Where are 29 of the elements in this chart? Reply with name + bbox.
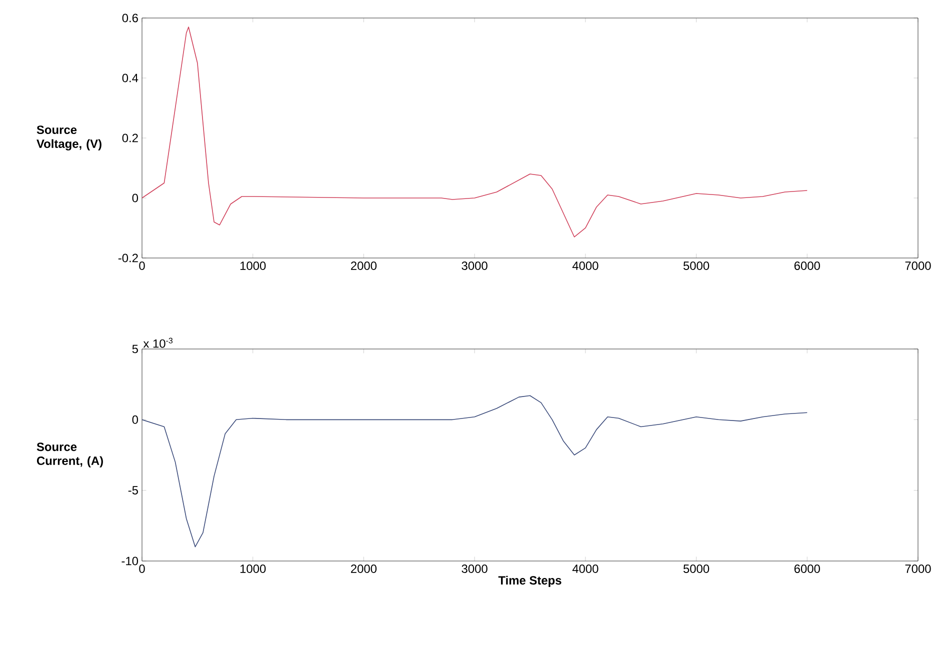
x-tick-label: 6000 (794, 564, 820, 573)
x-axis-title: Time Steps (498, 576, 562, 587)
text: x 10$^{-3}$ (143, 338, 173, 348)
y-tick-label: 0 (132, 415, 138, 424)
y-tick-label: 0.2 (122, 134, 138, 142)
x-tick-label: 2000 (351, 564, 377, 573)
x-tick-label: 1000 (240, 262, 266, 270)
x-tick-label: 5000 (683, 564, 710, 573)
x-tick-label: 1000 (240, 564, 266, 573)
y-tick-label: -5 (128, 486, 138, 494)
x-tick-label: 7000 (905, 262, 931, 270)
x-tick-label: 4000 (572, 564, 598, 573)
y-tick-label: 5 (132, 344, 138, 354)
x-tick-label: 6000 (794, 262, 820, 270)
x-tick-label: 7000 (905, 564, 931, 573)
y-tick-label: -10 (122, 556, 138, 566)
x-tick-label: 2000 (351, 262, 377, 270)
x-tick-label: 0 (139, 262, 145, 270)
y-tick-label: -0.2 (118, 254, 138, 262)
y-tick-label: 0.6 (122, 14, 138, 22)
x-tick-label: 5000 (683, 262, 710, 270)
y-tick-label: 0.4 (122, 74, 138, 82)
x-tick-label: 3000 (462, 262, 488, 270)
y-axis-title: Source Current, (A) (36, 442, 103, 468)
y-axis-title: Source Voltage, (V) (36, 126, 102, 150)
x-tick-label: 0 (139, 564, 145, 573)
x-tick-label: 4000 (572, 262, 598, 270)
y-tick-label: 0 (132, 194, 138, 202)
x-tick-label: 3000 (462, 564, 488, 573)
